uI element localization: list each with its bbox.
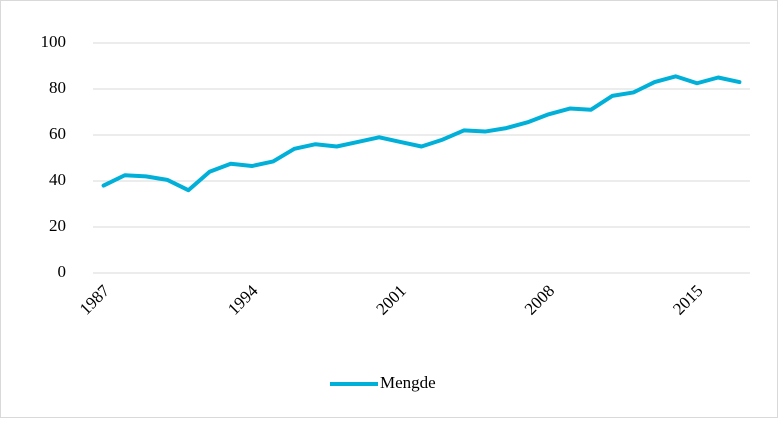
y-tick-label: 80 <box>49 78 66 97</box>
y-tick-label: 40 <box>49 170 66 189</box>
y-tick-label: 0 <box>58 262 67 281</box>
y-tick-label: 100 <box>41 32 67 51</box>
legend-label: Mengde <box>380 373 436 392</box>
y-tick-label: 60 <box>49 124 66 143</box>
y-tick-label: 20 <box>49 216 66 235</box>
data-line <box>101 74 742 193</box>
